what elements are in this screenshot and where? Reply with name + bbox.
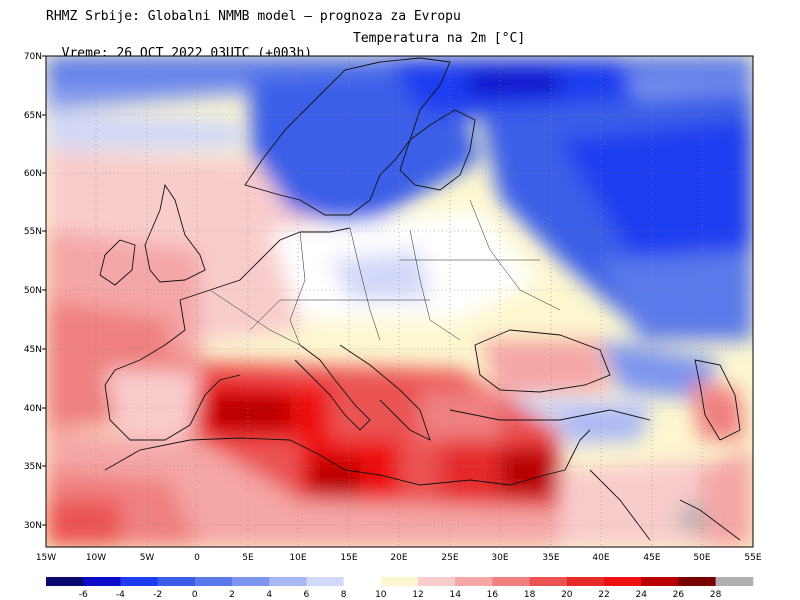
lat-label: 50N	[24, 286, 42, 296]
temperature-field	[46, 56, 753, 547]
legend-swatch	[641, 577, 679, 586]
longitude-labels: 15W 10W 5W 0 5E 10E 15E 20E 25E 30E 35E …	[36, 553, 762, 563]
lon-label: 25E	[441, 553, 458, 563]
legend-swatch	[46, 577, 84, 586]
lon-label: 10W	[86, 553, 106, 563]
legend-swatch	[455, 577, 493, 586]
color-legend	[46, 577, 754, 586]
legend-swatch	[418, 577, 456, 586]
legend-swatch	[83, 577, 121, 586]
legend-swatch	[492, 577, 531, 586]
legend-label: 16	[487, 590, 499, 600]
lat-label: 65N	[24, 111, 42, 121]
legend-swatch	[678, 577, 717, 586]
legend-label: -6	[79, 590, 88, 600]
lon-label: 40E	[592, 553, 609, 563]
legend-swatch	[232, 577, 270, 586]
lon-label: 5W	[140, 553, 155, 563]
legend-label: 8	[341, 590, 347, 600]
lon-label: 30E	[491, 553, 508, 563]
legend-swatch	[529, 577, 568, 586]
legend-label: -2	[153, 590, 162, 600]
legend-label: 2	[229, 590, 235, 600]
lon-label: 5E	[242, 553, 254, 563]
lat-label: 55N	[24, 227, 42, 237]
lat-label: 40N	[24, 404, 42, 414]
legend-label: 4	[266, 590, 272, 600]
legend-swatch	[157, 577, 196, 586]
legend-label: 24	[635, 590, 647, 600]
legend-swatch	[269, 577, 307, 586]
legend-swatch	[715, 577, 754, 586]
latitude-labels: 70N 65N 60N 55N 50N 45N 40N 35N 30N	[24, 52, 42, 531]
country-borders	[209, 199, 561, 346]
legend-label: -4	[116, 590, 125, 600]
lon-label: 15W	[36, 553, 56, 563]
lat-label: 30N	[24, 521, 42, 531]
lat-label: 60N	[24, 169, 42, 179]
legend-label: 6	[304, 590, 310, 600]
lon-label: 20E	[390, 553, 407, 563]
lon-label: 10E	[289, 553, 306, 563]
lat-label: 45N	[24, 345, 42, 355]
coastlines	[99, 57, 741, 541]
legend-labels: -6 -4 -2 0 2 4 6 8 10 12 14 16 18 20 22 …	[79, 590, 722, 600]
legend-label: 10	[375, 590, 387, 600]
legend-swatch	[120, 577, 159, 586]
map-frame	[45, 55, 754, 548]
legend-label: 12	[412, 590, 423, 600]
lat-label: 70N	[24, 52, 42, 62]
legend-label: 18	[524, 590, 536, 600]
legend-swatch	[604, 577, 642, 586]
variable-label: Temperatura na 2m [°C]	[353, 31, 526, 46]
lon-label: 0	[194, 553, 200, 563]
legend-swatch	[306, 577, 345, 586]
lon-label: 35E	[542, 553, 559, 563]
legend-swatch	[343, 577, 382, 586]
legend-label: 0	[192, 590, 198, 600]
legend-swatch	[194, 577, 233, 586]
lon-label: 15E	[340, 553, 357, 563]
lon-label: 55E	[744, 553, 761, 563]
legend-label: 14	[449, 590, 461, 600]
map-title: RHMZ Srbije: Globalni NMMB model — progn…	[46, 9, 461, 24]
legend-label: 28	[710, 590, 722, 600]
legend-label: 22	[598, 590, 609, 600]
lat-label: 35N	[24, 462, 42, 472]
lon-label: 45E	[643, 553, 660, 563]
legend-swatch	[566, 577, 605, 586]
legend-label: 20	[561, 590, 573, 600]
lon-label: 50E	[693, 553, 710, 563]
legend-swatch	[380, 577, 419, 586]
legend-label: 26	[673, 590, 685, 600]
